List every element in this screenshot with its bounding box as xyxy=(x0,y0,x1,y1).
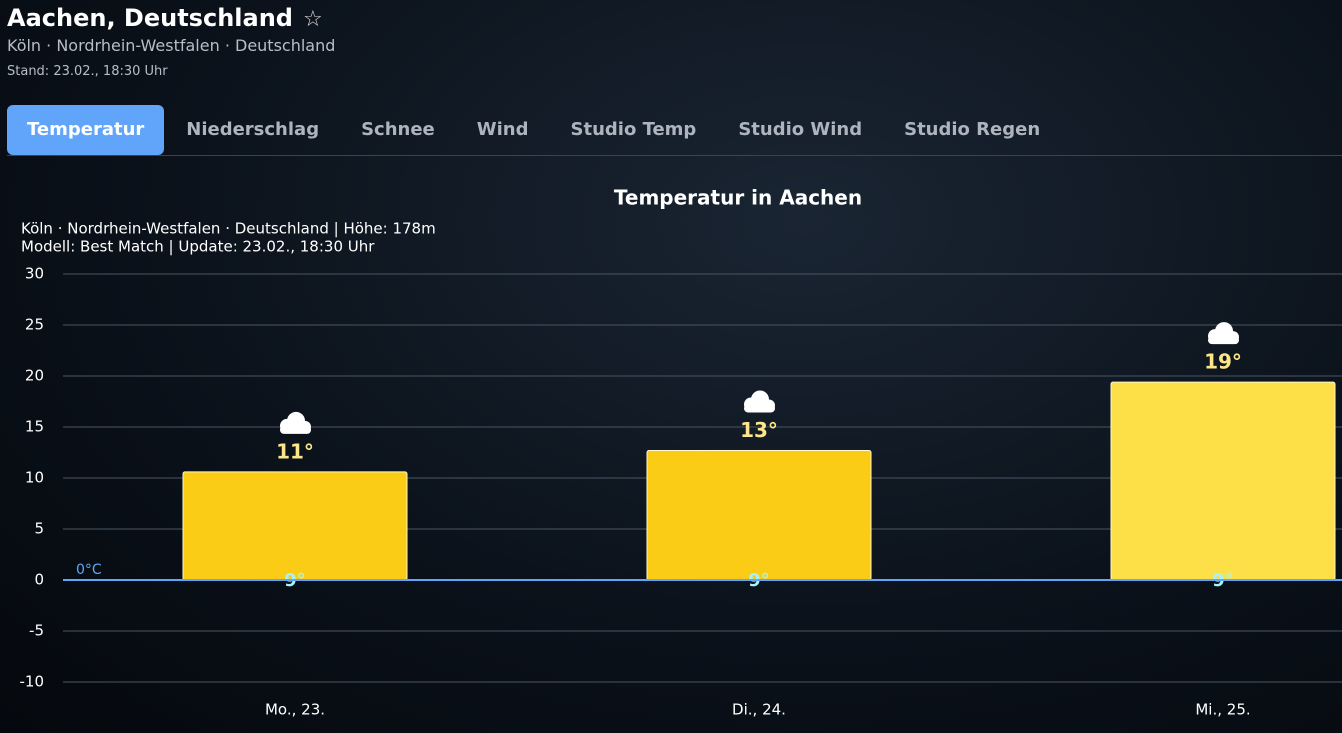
value-label: 11° xyxy=(276,439,314,463)
bar xyxy=(182,471,408,581)
tab[interactable]: Wind xyxy=(476,119,529,140)
y-tick-label: 10 xyxy=(25,469,44,487)
tab[interactable]: Schnee xyxy=(361,119,435,140)
chart-subtitle: Köln · Nordrhein-Westfalen · Deutschland… xyxy=(21,220,436,238)
chart: Temperatur in Aachen Köln · Nordrhein-We… xyxy=(20,186,1342,719)
y-tick-label: 20 xyxy=(25,367,44,385)
updated: Stand: 23.02., 18:30 Uhr xyxy=(7,64,168,79)
x-tick-label: Di., 24. xyxy=(732,701,786,719)
weather-icon xyxy=(1208,322,1239,345)
title-row: Aachen, Deutschland ☆ xyxy=(7,4,335,32)
city-title: Aachen, Deutschland xyxy=(7,4,293,32)
tab[interactable]: Niederschlag xyxy=(186,119,320,140)
tab[interactable]: Temperatur xyxy=(7,105,165,155)
x-tick-label: Mi., 25. xyxy=(1195,701,1250,719)
tab[interactable]: Studio Regen xyxy=(904,119,1041,140)
favorite-star[interactable]: ☆ xyxy=(302,7,323,32)
y-tick-label: -10 xyxy=(20,673,45,691)
weather-icon xyxy=(744,390,775,413)
value-label: 19° xyxy=(1204,350,1242,374)
y-tick-label: 30 xyxy=(25,265,44,283)
y-tick-label: -5 xyxy=(29,622,44,640)
header: Aachen, Deutschland ☆ Köln · Nordrhein-We… xyxy=(7,4,335,79)
tab[interactable]: Studio Wind xyxy=(738,119,863,140)
bar xyxy=(646,449,872,581)
x-tick-label: Mo., 23. xyxy=(265,701,325,719)
y-tick-label: 15 xyxy=(25,418,44,436)
tab[interactable]: Studio Temp xyxy=(570,119,697,140)
chart-subtitle: Modell: Best Match | Update: 23.02., 18:… xyxy=(21,238,375,256)
weather-icon xyxy=(280,411,311,434)
tab-bar: Temperatur Niederschlag Schnee Wind Studio T… xyxy=(7,105,1342,156)
bar xyxy=(1110,381,1336,581)
y-tick-label: 5 xyxy=(34,520,44,538)
value-label: 13° xyxy=(740,418,778,442)
zero-label: 0°C xyxy=(76,562,102,578)
location: Köln · Nordrhein-Westfalen · Deutschland xyxy=(7,36,336,55)
y-tick-label: 0 xyxy=(34,571,44,589)
y-tick-label: 25 xyxy=(25,316,44,334)
chart-title: Temperatur in Aachen xyxy=(614,186,862,210)
